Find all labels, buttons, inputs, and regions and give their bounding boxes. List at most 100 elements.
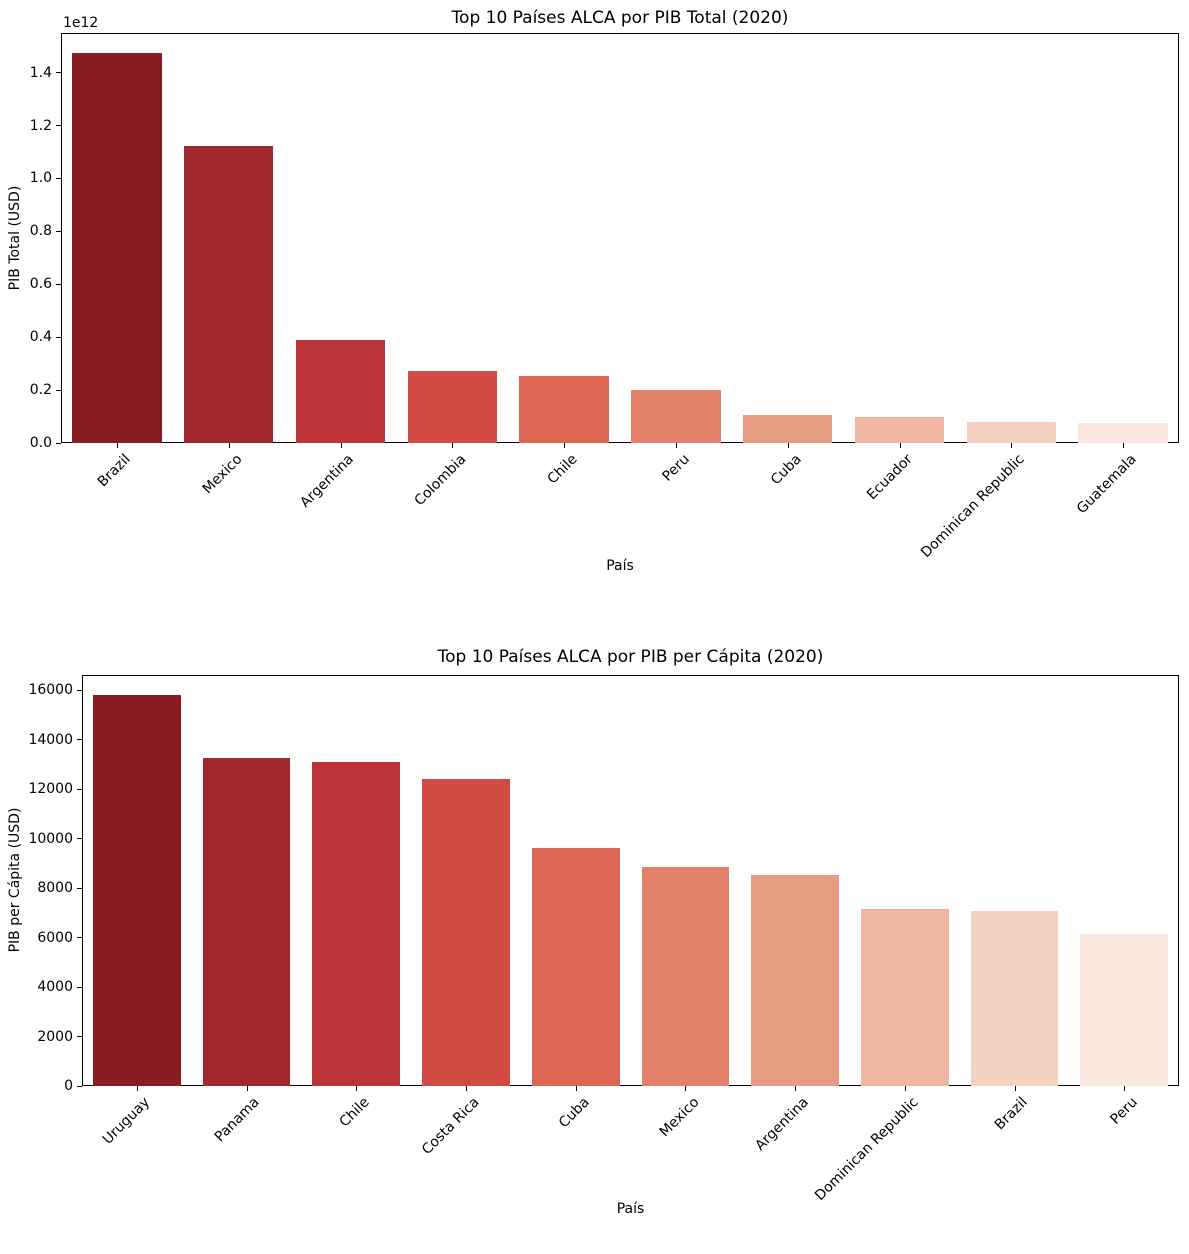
x-tick-mark <box>340 443 342 448</box>
x-tick-label-brazil: Brazil <box>94 451 134 491</box>
x-tick-label-dominican-republic: Dominican Republic <box>811 1094 922 1204</box>
y-tick-label: 4000 <box>37 979 73 996</box>
x-tick-label-dominican-republic: Dominican Republic <box>918 451 1028 561</box>
chart1-offset-label: 1e12 <box>63 15 99 31</box>
y-tick-mark <box>77 986 82 988</box>
x-tick-mark <box>787 443 789 448</box>
bar-cuba <box>743 414 833 443</box>
x-tick-mark <box>246 1086 248 1091</box>
y-tick-label: 2000 <box>37 1028 73 1045</box>
y-tick-mark <box>56 177 61 179</box>
bar-peru <box>631 389 721 443</box>
x-tick-mark <box>465 1086 467 1091</box>
x-tick-label-argentina: Argentina <box>297 451 358 511</box>
x-tick-label-uruguay: Uruguay <box>100 1094 154 1148</box>
x-tick-label-peru: Peru <box>1107 1094 1141 1128</box>
bar-mexico <box>184 146 274 443</box>
y-tick-label: 0.4 <box>29 329 52 346</box>
x-tick-mark <box>1011 443 1013 448</box>
y-tick-label: 10000 <box>28 830 73 847</box>
x-tick-mark <box>899 443 901 448</box>
x-tick-mark <box>1123 443 1125 448</box>
y-tick-mark <box>56 389 61 391</box>
y-tick-label: 0.2 <box>29 382 52 399</box>
x-tick-label-chile: Chile <box>336 1094 373 1131</box>
chart1-x-axis-label: País <box>606 558 634 574</box>
x-tick-mark <box>564 443 566 448</box>
chart1-title: Top 10 Países ALCA por PIB Total (2020) <box>451 8 789 28</box>
x-tick-mark <box>1124 1086 1126 1091</box>
x-tick-label-panama: Panama <box>212 1094 264 1146</box>
x-tick-label-ecuador: Ecuador <box>864 451 917 504</box>
y-tick-label: 1.0 <box>29 170 52 187</box>
x-tick-label-brazil: Brazil <box>992 1094 1032 1134</box>
y-tick-mark <box>77 937 82 939</box>
x-tick-mark <box>228 443 230 448</box>
y-tick-mark <box>56 283 61 285</box>
y-tick-mark <box>56 230 61 232</box>
y-tick-label: 1.4 <box>29 64 52 81</box>
y-tick-label: 14000 <box>28 731 73 748</box>
y-tick-mark <box>77 788 82 790</box>
x-tick-label-argentina: Argentina <box>752 1094 812 1154</box>
bar-guatemala <box>1078 422 1168 443</box>
y-tick-label: 8000 <box>37 880 73 897</box>
x-tick-label-peru: Peru <box>659 451 693 485</box>
x-tick-mark <box>116 443 118 448</box>
bar-dominican-republic <box>966 422 1056 443</box>
y-tick-mark <box>77 1085 82 1087</box>
bar-brazil <box>970 911 1059 1086</box>
bar-uruguay <box>93 694 181 1086</box>
x-tick-mark <box>685 1086 687 1091</box>
y-tick-mark <box>77 887 82 889</box>
bar-ecuador <box>854 416 945 443</box>
bar-mexico <box>641 867 730 1086</box>
x-tick-label-colombia: Colombia <box>411 451 469 510</box>
bar-chile <box>519 376 609 443</box>
y-tick-mark <box>77 838 82 840</box>
bar-peru <box>1080 934 1169 1086</box>
x-tick-mark <box>136 1086 138 1091</box>
y-tick-label: 0.6 <box>29 276 52 293</box>
bar-argentina <box>295 340 386 443</box>
y-tick-mark <box>77 689 82 691</box>
bar-argentina <box>751 875 839 1086</box>
y-tick-mark <box>77 1036 82 1037</box>
y-tick-label: 0 <box>64 1078 73 1094</box>
bar-panama <box>202 757 291 1086</box>
x-tick-label-mexico: Mexico <box>656 1094 703 1141</box>
y-tick-label: 6000 <box>37 929 73 946</box>
x-tick-label-costa-rica: Costa Rica <box>418 1094 483 1158</box>
bar-brazil <box>72 52 162 443</box>
bar-chile <box>312 761 401 1086</box>
chart2-x-axis-label: País <box>616 1201 645 1217</box>
x-tick-label-cuba: Cuba <box>767 451 805 489</box>
x-tick-label-cuba: Cuba <box>555 1094 593 1132</box>
bar-costa-rica <box>422 778 510 1086</box>
bar-cuba <box>531 847 620 1086</box>
y-tick-label: 16000 <box>28 682 73 699</box>
y-tick-label: 0.0 <box>29 435 52 451</box>
x-tick-mark <box>795 1086 797 1091</box>
x-tick-mark <box>575 1086 577 1091</box>
x-tick-mark <box>675 443 677 448</box>
x-tick-label-chile: Chile <box>544 451 581 488</box>
bar-colombia <box>407 371 497 443</box>
x-tick-mark <box>1014 1086 1016 1091</box>
bar-dominican-republic <box>860 909 949 1086</box>
y-tick-mark <box>56 125 61 126</box>
x-tick-mark <box>356 1086 358 1091</box>
y-tick-mark <box>56 336 61 338</box>
y-tick-label: 12000 <box>28 781 73 798</box>
y-tick-label: 1.2 <box>29 117 52 134</box>
x-tick-label-mexico: Mexico <box>199 451 246 498</box>
x-tick-mark <box>452 443 454 448</box>
y-tick-label: 0.8 <box>29 223 52 240</box>
x-tick-label-guatemala: Guatemala <box>1073 451 1140 518</box>
chart2-title: Top 10 Países ALCA por PIB per Cápita (2… <box>437 647 824 667</box>
y-tick-mark <box>56 72 61 74</box>
y-tick-mark <box>56 442 61 444</box>
y-tick-mark <box>77 739 82 741</box>
x-tick-mark <box>904 1086 906 1091</box>
